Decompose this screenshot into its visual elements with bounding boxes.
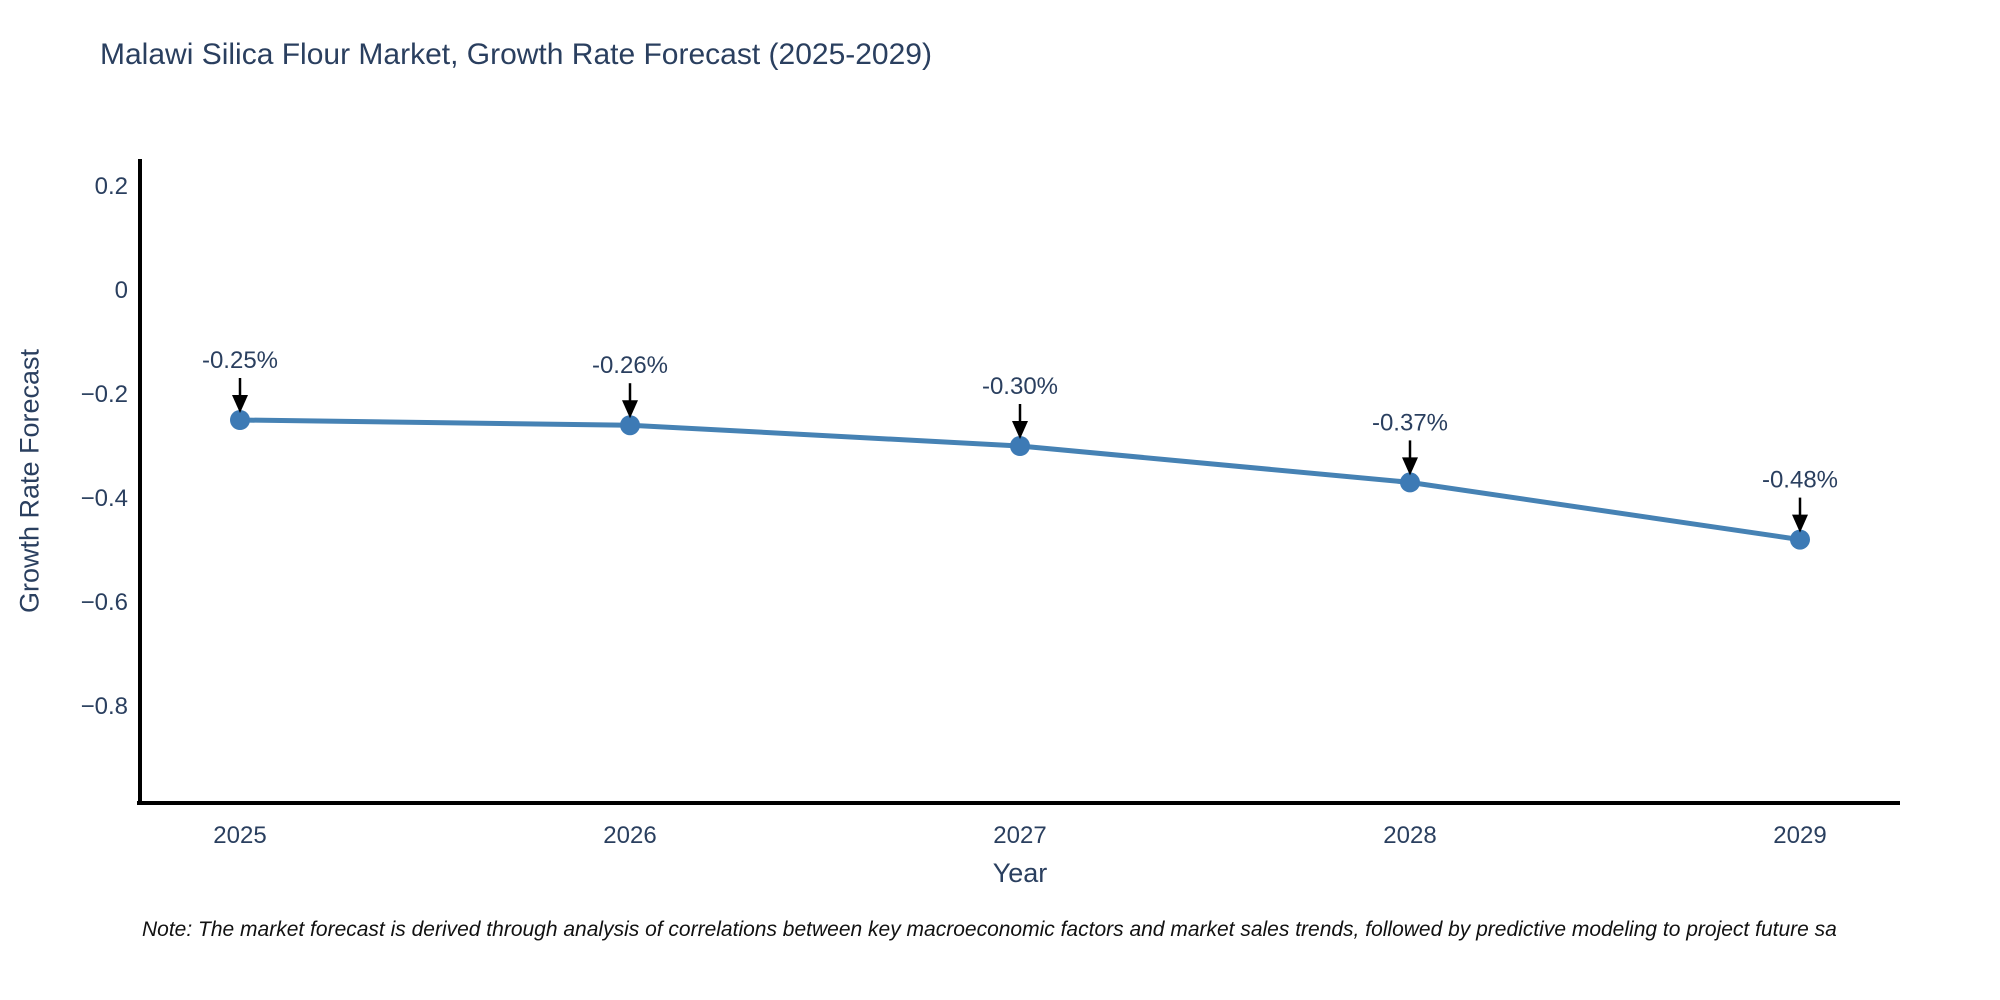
data-point-label: -0.25% bbox=[202, 347, 278, 374]
footnote: Note: The market forecast is derived thr… bbox=[142, 918, 1837, 941]
annotation-arrowhead-icon bbox=[232, 395, 248, 413]
y-tick-label: 0.2 bbox=[95, 173, 128, 200]
x-tick-label: 2026 bbox=[603, 822, 656, 849]
y-tick-label: −0.2 bbox=[81, 381, 128, 408]
data-point-marker bbox=[230, 410, 250, 430]
x-tick-label: 2029 bbox=[1773, 822, 1826, 849]
x-axis-title: Year bbox=[992, 858, 1048, 888]
data-point-marker bbox=[1790, 529, 1810, 550]
y-tick-label: 0 bbox=[115, 277, 128, 304]
x-tick-label: 2025 bbox=[213, 822, 266, 849]
y-tick-label: −0.6 bbox=[81, 589, 128, 616]
annotation-arrowhead-icon bbox=[622, 400, 638, 419]
data-point-marker bbox=[620, 415, 640, 436]
data-point-marker bbox=[1010, 436, 1030, 456]
annotation-arrowhead-icon bbox=[1012, 421, 1028, 439]
annotation-arrowhead-icon bbox=[1402, 457, 1418, 476]
annotation-arrowhead-icon bbox=[1792, 514, 1808, 533]
x-tick-label: 2028 bbox=[1383, 822, 1436, 849]
chart-title: Malawi Silica Flour Market, Growth Rate … bbox=[100, 38, 932, 71]
y-tick-label: −0.8 bbox=[81, 693, 128, 720]
data-point-marker bbox=[1400, 472, 1420, 493]
data-point-label: -0.26% bbox=[592, 352, 668, 379]
data-point-label: -0.30% bbox=[982, 373, 1058, 400]
y-tick-label: −0.4 bbox=[81, 485, 128, 512]
data-point-label: -0.37% bbox=[1372, 409, 1448, 436]
x-tick-label: 2027 bbox=[993, 822, 1046, 849]
data-point-label: -0.48% bbox=[1762, 467, 1838, 494]
